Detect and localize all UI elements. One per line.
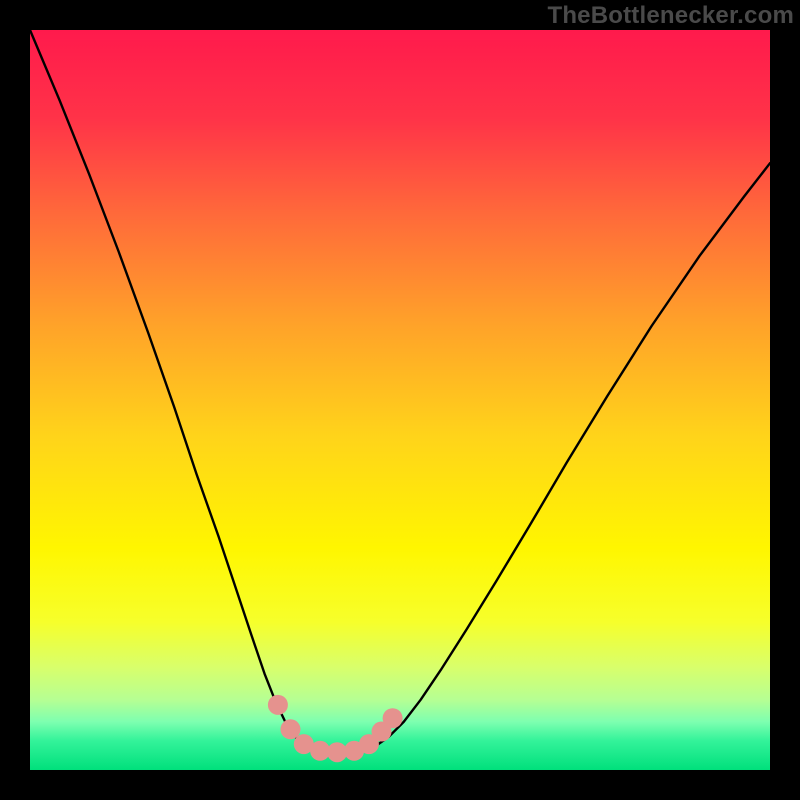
chart-background <box>30 30 770 770</box>
optimal-marker <box>310 741 330 761</box>
optimal-marker <box>268 695 288 715</box>
watermark-text: TheBottlenecker.com <box>547 2 794 30</box>
optimal-marker <box>383 708 403 728</box>
bottleneck-chart <box>0 0 800 800</box>
optimal-marker <box>327 742 347 762</box>
optimal-marker <box>280 719 300 739</box>
